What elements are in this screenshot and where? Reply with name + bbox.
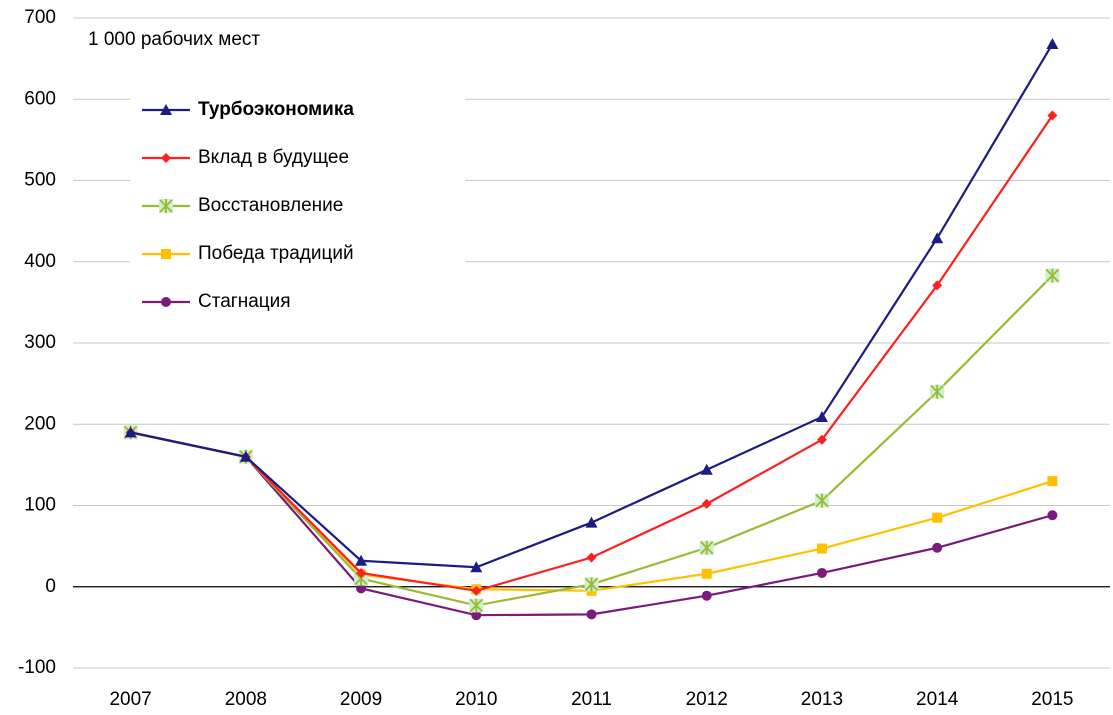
marker-star xyxy=(159,199,173,213)
y-tick-label: 700 xyxy=(24,7,56,28)
y-tick-label: 300 xyxy=(24,332,56,353)
marker xyxy=(816,567,827,578)
marker xyxy=(356,583,367,594)
marker xyxy=(701,590,712,601)
legend-marker xyxy=(161,249,171,259)
marker xyxy=(932,280,943,291)
marker xyxy=(469,598,484,613)
series-line xyxy=(130,431,1053,592)
legend-label: Победа традиций xyxy=(198,243,354,264)
y-tick-label: 200 xyxy=(24,413,56,434)
x-tick-label: 2012 xyxy=(686,689,728,710)
x-tick-label: 2009 xyxy=(340,689,382,710)
marker xyxy=(586,609,597,620)
y-tick-label: 600 xyxy=(24,88,56,109)
marker xyxy=(701,568,712,579)
legend-label: Восстановление xyxy=(198,195,343,216)
marker xyxy=(356,567,367,578)
legend-label: Турбоэкономика xyxy=(198,99,354,120)
marker xyxy=(1046,38,1059,49)
marker xyxy=(471,585,482,596)
x-tick-label: 2011 xyxy=(571,689,612,710)
marker xyxy=(816,543,827,554)
annotation: 1 000 рабочих мест xyxy=(88,29,260,50)
y-tick-label: 400 xyxy=(24,251,56,272)
x-tick-label: 2014 xyxy=(916,689,959,710)
marker xyxy=(1047,510,1058,521)
legend-marker xyxy=(159,199,173,213)
marker-star xyxy=(469,598,483,613)
marker xyxy=(931,232,944,244)
marker xyxy=(816,434,827,445)
marker xyxy=(699,540,714,555)
marker xyxy=(1047,110,1058,121)
marker xyxy=(1047,476,1058,487)
y-tick-label: -100 xyxy=(18,657,56,678)
marker-star xyxy=(700,540,714,555)
marker xyxy=(124,426,137,438)
marker xyxy=(932,542,943,553)
y-tick-label: 100 xyxy=(24,495,56,516)
marker-star xyxy=(815,493,829,508)
x-tick-label: 2008 xyxy=(225,689,267,710)
marker xyxy=(586,552,597,563)
marker xyxy=(814,493,829,508)
legend: Турбоэкономика Вклад в будущее Восстановле… xyxy=(130,85,465,320)
legend-box xyxy=(130,85,465,320)
x-tick-label: 2015 xyxy=(1031,689,1073,710)
marker-star xyxy=(584,577,599,592)
marker xyxy=(355,554,368,566)
marker xyxy=(1045,268,1060,283)
marker xyxy=(471,610,482,621)
legend-label: Вклад в будущее xyxy=(198,147,349,168)
legend-label: Стагнация xyxy=(198,291,291,312)
y-tick-label: 500 xyxy=(24,170,56,191)
marker-star xyxy=(1045,268,1060,283)
marker xyxy=(815,410,828,422)
legend-marker xyxy=(160,104,172,115)
marker xyxy=(584,577,599,592)
x-tick-label: 2010 xyxy=(455,689,497,710)
legend-marker xyxy=(161,153,171,163)
x-tick-label: 2013 xyxy=(801,689,843,710)
legend-marker xyxy=(161,297,171,307)
marker xyxy=(932,512,943,523)
marker xyxy=(700,463,713,475)
marker-star xyxy=(930,384,944,399)
marker xyxy=(701,498,712,509)
x-tick-label: 2007 xyxy=(109,689,151,710)
marker xyxy=(585,516,598,528)
marker xyxy=(930,384,945,399)
y-tick-label: 0 xyxy=(45,576,56,597)
marker xyxy=(470,561,483,573)
marker xyxy=(239,450,252,462)
